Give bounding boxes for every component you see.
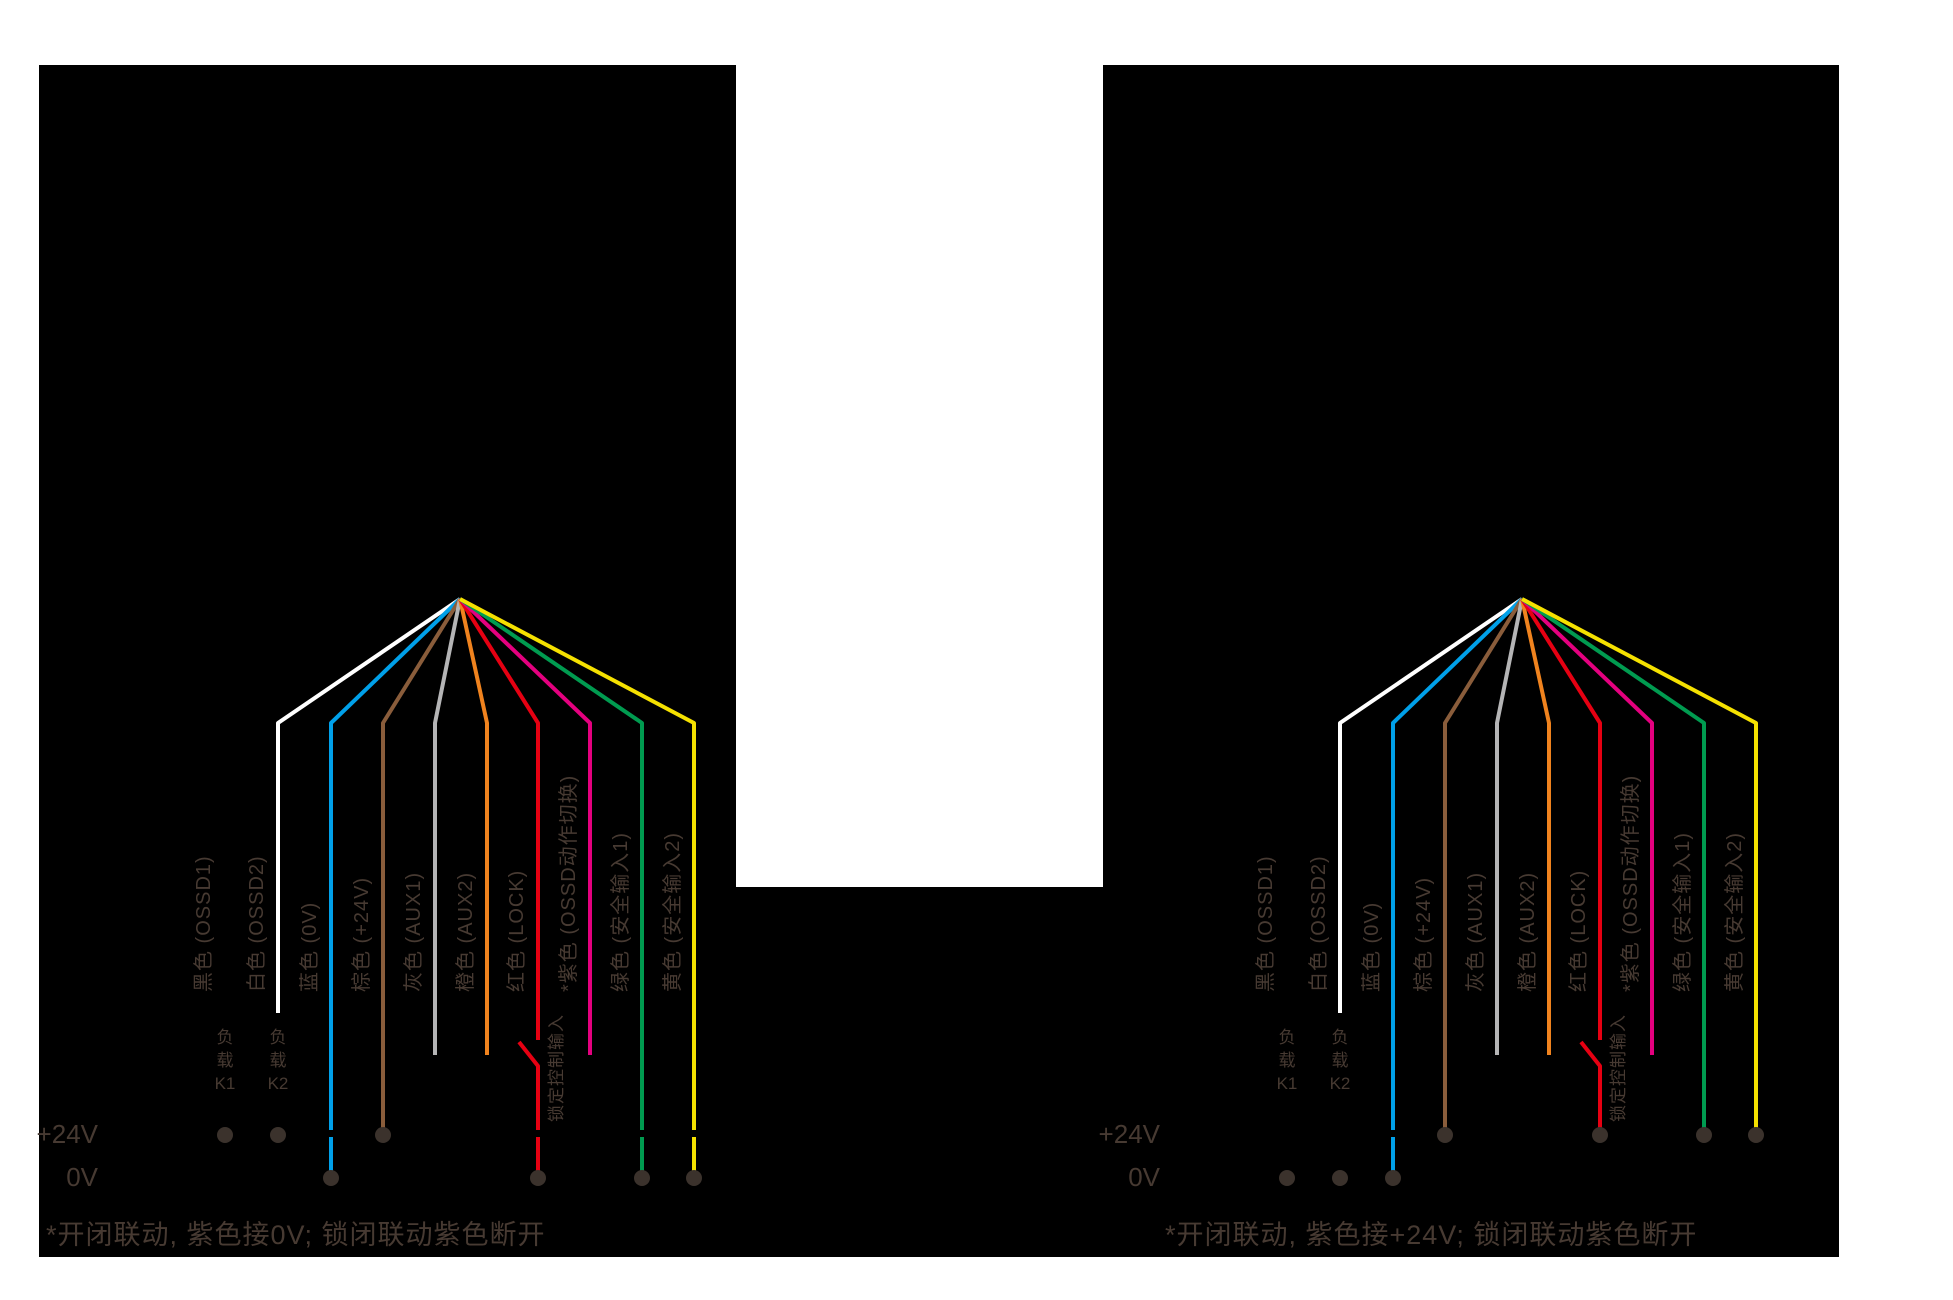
wire-purple-ossd-switch — [458, 597, 592, 1055]
wire-crossover-gap — [1389, 1130, 1397, 1137]
wire-label-red: 红色 (LOCK) — [506, 869, 528, 992]
rail-label-0v: 0V — [1128, 1162, 1160, 1192]
wire-orange-aux2 — [458, 598, 489, 1055]
wire-blue-0v — [329, 597, 462, 1178]
wire-label-green: 绿色 (安全输入1) — [1672, 832, 1694, 992]
rail-label-24v: +24V — [1098, 1119, 1160, 1149]
wire-label-gray: 灰色 (AUX1) — [1465, 871, 1487, 992]
wire-gray-aux1 — [433, 598, 462, 1055]
wire-label-yellow: 黄色 (安全输入2) — [1724, 832, 1746, 992]
connection-dot-brown-24v — [1437, 1127, 1453, 1143]
footnote-left: *开闭联动, 紫色接0V; 锁闭联动紫色断开 — [46, 1220, 546, 1250]
wire-label-yellow: 黄色 (安全输入2) — [662, 832, 684, 992]
footnote-right: *开闭联动, 紫色接+24V; 锁闭联动紫色断开 — [1165, 1220, 1698, 1250]
connection-dot-k2-24v — [270, 1127, 286, 1143]
wire-label-blue: 蓝色 (0V) — [1361, 901, 1383, 992]
wire-crossover-gap — [327, 1130, 335, 1137]
wire-green-safety1 — [1520, 597, 1706, 1135]
lock-input-label: 锁定控制输入 — [1609, 1014, 1628, 1122]
connection-dot-k1-0v — [1279, 1170, 1295, 1186]
wire-white-ossd2 — [1338, 597, 1524, 1013]
wire-label-black: 黑色 (OSSD1) — [193, 855, 215, 992]
wire-gray-aux1 — [1495, 598, 1524, 1055]
wire-green-safety1 — [458, 597, 644, 1178]
rail-label-24v: +24V — [36, 1119, 98, 1149]
lock-input-label: 锁定控制输入 — [547, 1014, 566, 1122]
wire-label-red: 红色 (LOCK) — [1568, 869, 1590, 992]
wire-label-gray: 灰色 (AUX1) — [403, 871, 425, 992]
right-panel-wires — [1279, 597, 1764, 1186]
wire-black-ossd1 — [1285, 597, 1523, 1013]
wire-label-black: 黑色 (OSSD1) — [1255, 855, 1277, 992]
wire-crossover-gap — [690, 1130, 698, 1137]
wire-label-brown: 棕色 (+24V) — [351, 876, 373, 992]
connection-dot-k1-24v — [217, 1127, 233, 1143]
left-panel-background — [39, 65, 736, 1257]
left-panel-wires — [217, 597, 702, 1186]
load-k2-label: 负 载 K2 — [267, 1028, 289, 1093]
wire-label-blue: 蓝色 (0V) — [299, 901, 321, 992]
wire-brown-24v — [1443, 597, 1524, 1135]
wire-blue-0v — [1391, 597, 1524, 1178]
wire-brown-24v — [381, 597, 462, 1135]
connection-dot-yellow-24v — [1748, 1127, 1764, 1143]
wire-label-orange: 橙色 (AUX2) — [455, 871, 477, 992]
wire-white-ossd2 — [276, 597, 462, 1013]
wire-label-brown: 棕色 (+24V) — [1413, 876, 1435, 992]
wire-label-white: 白色 (OSSD2) — [1308, 855, 1330, 992]
right-panel-background — [1103, 65, 1839, 1257]
wire-label-orange: 橙色 (AUX2) — [1517, 871, 1539, 992]
wire-red-lock-with-switch — [1520, 597, 1602, 1135]
connection-dot-red-24v — [1592, 1127, 1608, 1143]
load-k1-label: 负 载 K1 — [1276, 1028, 1298, 1093]
rail-label-0v: 0V — [66, 1162, 98, 1192]
wire-label-purple: *紫色 (OSSD动作切换) — [558, 774, 580, 992]
connection-dot-brown-24v — [375, 1127, 391, 1143]
wire-red-lock-with-switch — [458, 597, 540, 1178]
wire-purple-ossd-switch — [1520, 597, 1654, 1055]
wire-yellow-safety2 — [459, 597, 696, 1178]
connection-dot-blue-0v — [323, 1170, 339, 1186]
wire-crossover-gap — [638, 1130, 646, 1137]
bottom-connector-background — [735, 887, 1104, 1257]
wire-label-white: 白色 (OSSD2) — [246, 855, 268, 992]
wire-crossover-gap — [534, 1130, 542, 1137]
wire-label-green: 绿色 (安全输入1) — [610, 832, 632, 992]
connection-dot-green-0v — [634, 1170, 650, 1186]
load-k1-label: 负 载 K1 — [214, 1028, 236, 1093]
wire-orange-aux2 — [1520, 598, 1551, 1055]
connection-dot-green-24v — [1696, 1127, 1712, 1143]
connection-dot-blue-0v — [1385, 1170, 1401, 1186]
wire-yellow-safety2 — [1521, 597, 1758, 1135]
load-k2-label: 负 载 K2 — [1329, 1028, 1351, 1093]
connection-dot-red-0v — [530, 1170, 546, 1186]
wire-black-ossd1 — [223, 597, 461, 1013]
wire-label-purple: *紫色 (OSSD动作切换) — [1620, 774, 1642, 992]
connection-dot-k2-0v — [1332, 1170, 1348, 1186]
connection-dot-yellow-0v — [686, 1170, 702, 1186]
